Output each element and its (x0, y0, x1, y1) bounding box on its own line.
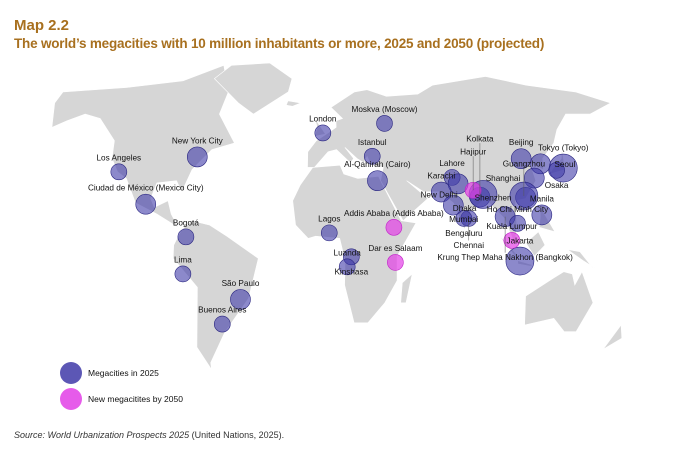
megacity-marker (455, 210, 473, 227)
city-label: Seoul (554, 160, 575, 169)
city-label: Mumbai (449, 215, 478, 224)
city-label: Guangzhou (503, 160, 546, 169)
legend-item-2025: Megacities in 2025 (60, 360, 183, 386)
legend-label: Megacities in 2025 (88, 368, 159, 378)
megacity-marker (510, 148, 532, 170)
city-label: Lagos (318, 214, 340, 223)
city-label: Luanda (334, 248, 362, 257)
land-new-zealand (602, 324, 623, 350)
city-label: Bengaluru (445, 229, 483, 238)
megacity-marker (443, 194, 464, 216)
megacity-marker (174, 265, 192, 283)
megacity-marker (230, 289, 251, 310)
city-label: Addis Ababa (Addis Ababa) (344, 209, 444, 218)
city-label: Krung Thep Maha Nakhon (Bangkok) (437, 253, 573, 262)
megacity-marker (135, 193, 157, 215)
source-note: Source: World Urbanization Prospects 202… (14, 430, 284, 440)
city-markers (110, 115, 578, 333)
land-madagascar (400, 273, 413, 304)
land-north-america (51, 64, 235, 230)
megacity-marker (213, 315, 231, 333)
legend-swatch-2025 (60, 362, 82, 384)
city-label: Los Angeles (96, 153, 141, 162)
city-label: Shenzhen (475, 193, 512, 202)
city-label: New Delhi (420, 191, 457, 200)
city-label: Karachi (427, 172, 455, 181)
city-label: Shanghai (486, 174, 521, 183)
legend-swatch-2050 (60, 388, 82, 410)
city-label: Dar es Salaam (368, 244, 422, 253)
city-label: Hajipur (460, 148, 486, 157)
city-label: New York City (172, 136, 224, 145)
megacity-marker (430, 181, 452, 203)
megacity-marker (314, 124, 332, 142)
megacity-marker (376, 115, 393, 132)
city-labels: Los Angeles New York City Ciudad de México… (88, 105, 589, 315)
city-label: Kuala Lumpur (486, 222, 537, 231)
city-label: Bogotá (173, 218, 199, 227)
city-label: Kinshasa (334, 267, 368, 276)
city-label: Jakarta (506, 237, 533, 246)
megacity-marker (110, 163, 128, 181)
legend-label: New megacitites by 2050 (88, 394, 183, 404)
label-leader-lines (468, 143, 525, 253)
city-label: Dhaka (453, 204, 477, 213)
city-label: Ho Chi Minh City (487, 205, 549, 214)
megacity-marker (338, 258, 356, 276)
city-label: Istanbul (358, 138, 387, 147)
megacity-marker (531, 204, 553, 226)
city-label: Kolkata (466, 135, 494, 144)
land-australia (524, 270, 594, 332)
legend: Megacities in 2025 New megacitites by 20… (60, 360, 183, 412)
land-south-america (172, 220, 259, 370)
new-megacity-marker (387, 254, 404, 271)
city-label: Ciudad de México (Mexico City) (88, 184, 204, 193)
city-label: Lima (174, 255, 192, 264)
land-iceland (285, 100, 302, 107)
new-megacity-marker (503, 232, 521, 249)
land-new-guinea (567, 249, 598, 270)
megacity-marker (363, 147, 381, 165)
megacity-marker (509, 215, 526, 232)
city-label: Beijing (509, 138, 534, 147)
land-borneo (525, 231, 546, 257)
city-label: Osaka (545, 181, 569, 190)
city-label: Tokyo (Tokyo) (538, 144, 589, 153)
city-label: Buenos Aires (198, 306, 246, 315)
source-title: Source: World Urbanization Prospects 202… (14, 430, 190, 440)
city-label: Chennai (454, 241, 485, 250)
city-label: Lahore (439, 159, 465, 168)
city-label: Manila (530, 194, 555, 203)
megacity-marker (177, 228, 195, 246)
megacity-marker (505, 246, 535, 276)
megacity-marker (320, 224, 338, 242)
megacity-marker (548, 161, 565, 179)
megacity-marker (186, 146, 208, 168)
map-title: The world’s megacities with 10 million i… (14, 36, 545, 51)
legend-item-2050: New megacitites by 2050 (60, 386, 183, 412)
city-label: Moskva (Moscow) (352, 105, 418, 114)
city-label: Al-Qahirah (Cairo) (344, 160, 411, 169)
city-label: São Paulo (222, 279, 260, 288)
land-greenland (213, 62, 293, 115)
new-megacity-marker (385, 219, 403, 236)
map-number: Map 2.2 (14, 17, 70, 34)
megacity-marker (367, 170, 388, 191)
city-label: London (309, 115, 337, 124)
source-rest: (United Nations, 2025). (189, 430, 285, 440)
